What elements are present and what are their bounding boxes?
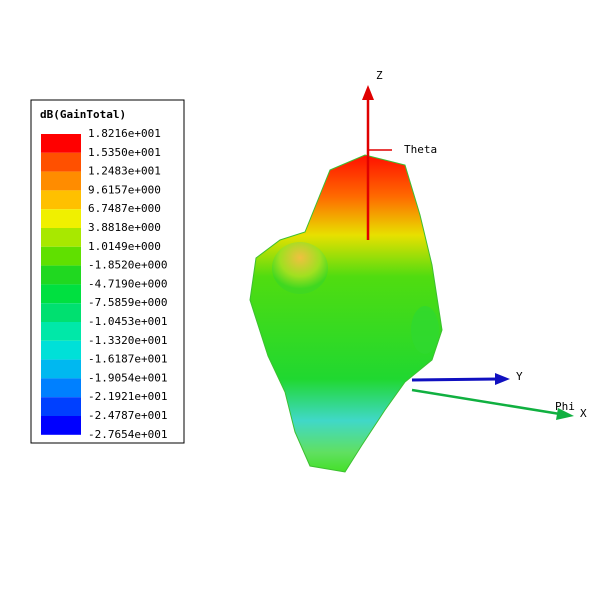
axes: Z Theta Y Phi X bbox=[362, 69, 587, 420]
legend-label: -2.4787e+001 bbox=[88, 409, 167, 422]
legend-label: 1.8216e+001 bbox=[88, 127, 161, 140]
legend-label: 1.2483e+001 bbox=[88, 165, 161, 178]
theta-label: Theta bbox=[404, 143, 437, 156]
legend-label: -1.9054e+001 bbox=[88, 371, 167, 384]
legend-label: -7.5859e+000 bbox=[88, 296, 167, 309]
legend-label: -1.3320e+001 bbox=[88, 334, 167, 347]
x-arrow bbox=[556, 408, 574, 420]
legend-label: -2.7654e+001 bbox=[88, 428, 167, 441]
legend-label: 3.8818e+000 bbox=[88, 221, 161, 234]
legend-swatch bbox=[41, 209, 81, 228]
legend-title: dB(GainTotal) bbox=[40, 108, 126, 121]
x-label: X bbox=[580, 407, 587, 420]
y-label: Y bbox=[516, 370, 523, 383]
legend-swatch bbox=[41, 171, 81, 191]
legend-swatch bbox=[41, 284, 81, 304]
pattern-lobe bbox=[272, 242, 328, 294]
legend-swatch bbox=[41, 416, 81, 435]
legend-label: 1.0149e+000 bbox=[88, 240, 161, 253]
legend-swatch bbox=[41, 246, 81, 266]
pattern-surface bbox=[249, 154, 443, 473]
legend-swatch bbox=[41, 397, 81, 416]
legend-swatch bbox=[41, 322, 81, 341]
y-arrow bbox=[495, 373, 510, 385]
radiation-pattern bbox=[249, 154, 443, 473]
legend-swatch bbox=[41, 265, 81, 285]
legend-swatch bbox=[41, 303, 81, 322]
legend-label: 9.6157e+000 bbox=[88, 183, 161, 196]
legend-label: -1.0453e+001 bbox=[88, 315, 167, 328]
legend-swatch bbox=[41, 190, 81, 210]
legend-swatch bbox=[41, 378, 81, 398]
legend-label: 6.7487e+000 bbox=[88, 202, 161, 215]
x-axis bbox=[411, 388, 561, 416]
legend-swatch bbox=[41, 228, 81, 247]
legend-label: -1.6187e+001 bbox=[88, 353, 167, 366]
legend-swatch bbox=[41, 340, 81, 360]
legend-label: -2.1921e+001 bbox=[88, 390, 167, 403]
legend-label: -4.7190e+000 bbox=[88, 277, 167, 290]
legend-swatch bbox=[41, 359, 81, 379]
y-axis bbox=[411, 377, 499, 382]
legend-swatch bbox=[41, 152, 81, 172]
z-label: Z bbox=[376, 69, 383, 82]
legend: dB(GainTotal) 1.8216e+001 1.5350e+001 1.24… bbox=[30, 99, 185, 444]
pattern-lobe bbox=[411, 306, 439, 354]
legend-swatch bbox=[41, 134, 81, 153]
legend-label: -1.8520e+000 bbox=[88, 259, 167, 272]
z-arrow bbox=[362, 85, 374, 100]
phi-label: Phi bbox=[555, 400, 575, 413]
legend-label: 1.5350e+001 bbox=[88, 146, 161, 159]
